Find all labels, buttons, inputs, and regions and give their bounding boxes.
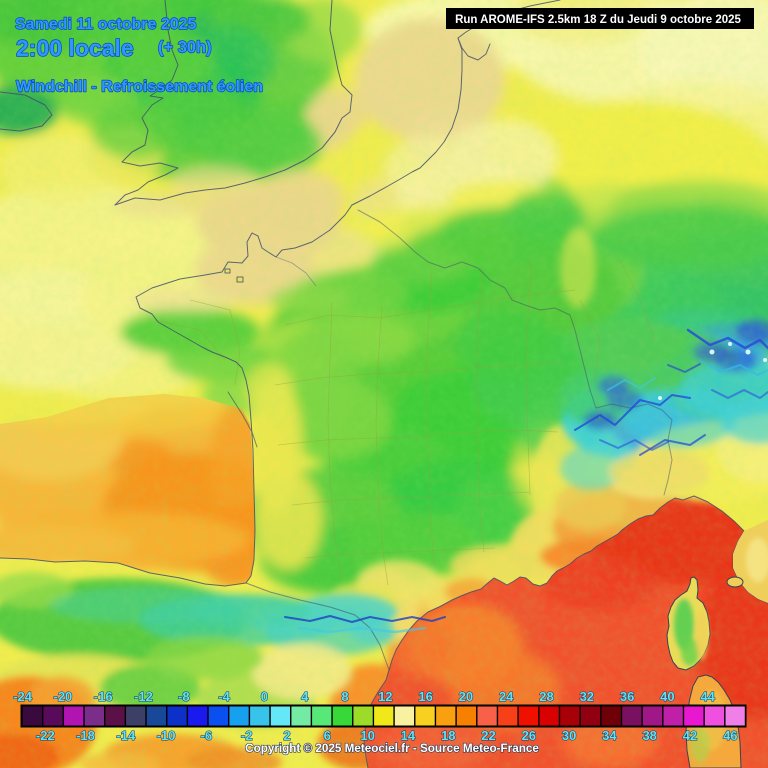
svg-text:12: 12 [378,689,392,704]
svg-text:Run AROME-IFS 2.5km 18 Z du Je: Run AROME-IFS 2.5km 18 Z du Jeudi 9 octo… [455,14,741,26]
svg-text:46: 46 [723,728,737,743]
svg-text:-4: -4 [218,689,230,704]
svg-text:-10: -10 [157,728,176,743]
svg-text:38: 38 [642,728,656,743]
svg-text:-2: -2 [241,728,253,743]
svg-text:20: 20 [459,689,473,704]
svg-text:-24: -24 [13,689,33,704]
svg-text:22: 22 [481,728,495,743]
svg-text:10: 10 [360,728,374,743]
svg-text:30: 30 [562,728,576,743]
svg-text:Copyright © 2025 Meteociel.fr: Copyright © 2025 Meteociel.fr - Source M… [245,742,539,755]
svg-text:(+ 30h): (+ 30h) [158,39,212,57]
svg-text:-20: -20 [54,689,73,704]
svg-text:-22: -22 [36,728,55,743]
svg-text:24: 24 [499,689,514,704]
svg-text:18: 18 [441,728,455,743]
svg-text:14: 14 [401,728,416,743]
svg-text:-6: -6 [201,728,213,743]
svg-text:42: 42 [683,728,697,743]
svg-text:Samedi 11 octobre 2025: Samedi 11 octobre 2025 [15,16,197,33]
svg-text:34: 34 [602,728,617,743]
svg-text:-8: -8 [178,689,190,704]
svg-text:16: 16 [418,689,432,704]
svg-text:0: 0 [261,689,268,704]
svg-text:-12: -12 [134,689,153,704]
svg-text:44: 44 [700,689,715,704]
svg-text:2:00 locale: 2:00 locale [16,35,134,61]
svg-text:6: 6 [324,728,331,743]
svg-text:Windchill - Refroissement éoli: Windchill - Refroissement éolien [16,79,263,96]
svg-text:28: 28 [539,689,553,704]
svg-text:36: 36 [620,689,634,704]
svg-text:2: 2 [283,728,290,743]
svg-text:4: 4 [301,689,309,704]
svg-text:-18: -18 [76,728,95,743]
svg-text:40: 40 [660,689,674,704]
svg-text:32: 32 [580,689,594,704]
svg-text:26: 26 [522,728,536,743]
svg-text:-14: -14 [116,728,136,743]
svg-text:8: 8 [341,689,348,704]
svg-text:-16: -16 [94,689,113,704]
